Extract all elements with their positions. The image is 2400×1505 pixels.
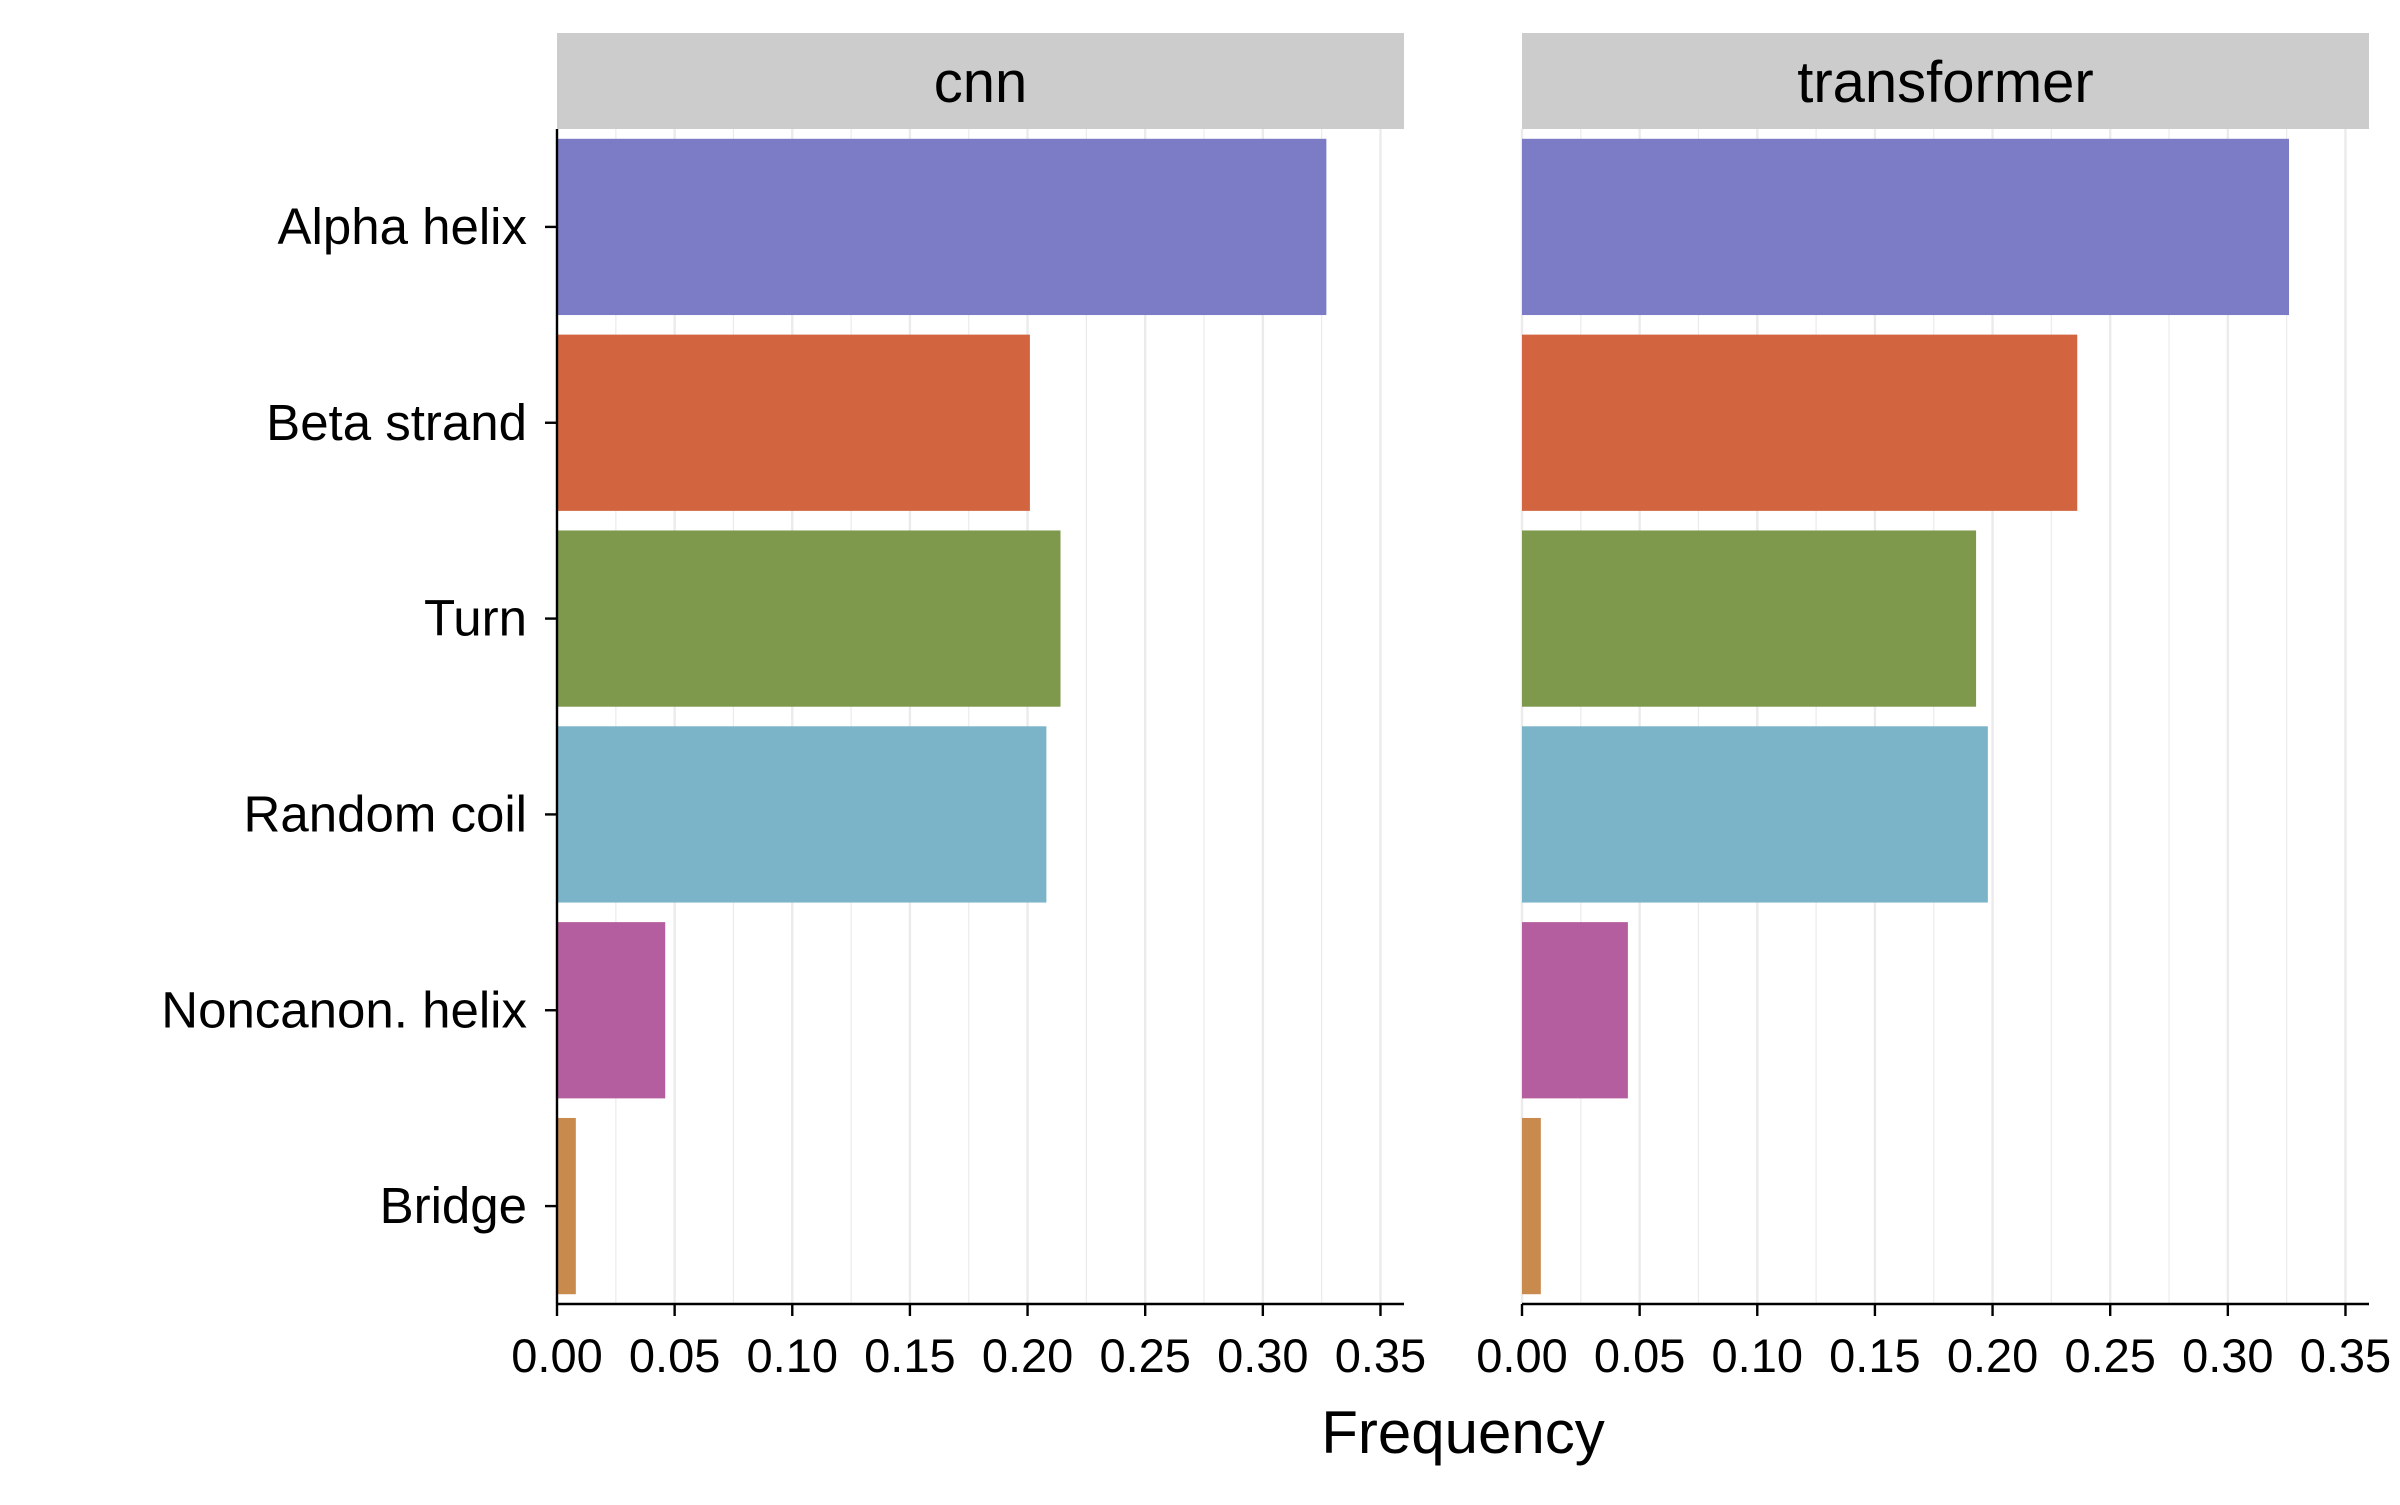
bar	[1522, 530, 1977, 707]
x-tick-label: 0.25	[1099, 1329, 1190, 1382]
y-tick-label: Random coil	[244, 785, 527, 842]
y-tick-label: Beta strand	[266, 394, 527, 451]
y-tick-label: Alpha helix	[278, 198, 528, 255]
y-tick-label: Turn	[424, 590, 527, 647]
x-tick-label: 0.05	[629, 1329, 720, 1382]
x-tick-label: 0.10	[747, 1329, 838, 1382]
bar	[1522, 726, 1988, 903]
bar	[557, 1117, 576, 1295]
x-tick-label: 0.10	[1712, 1329, 1803, 1382]
bar	[557, 138, 1327, 316]
x-tick-label: 0.30	[2182, 1329, 2273, 1382]
x-tick-label: 0.30	[1217, 1329, 1308, 1382]
bar	[557, 726, 1047, 903]
x-tick-label: 0.35	[1335, 1329, 1426, 1382]
facet-strip	[557, 33, 1404, 129]
bar	[1522, 138, 2290, 316]
x-tick-label: 0.15	[1829, 1329, 1920, 1382]
x-tick-label: 0.25	[2064, 1329, 2155, 1382]
bar	[1522, 1117, 1541, 1295]
facet-label: transformer	[1797, 50, 2094, 115]
x-tick-label: 0.20	[1947, 1329, 2038, 1382]
y-tick-label: Noncanon. helix	[161, 981, 527, 1038]
x-tick-label: 0.05	[1594, 1329, 1685, 1382]
x-tick-label: 0.15	[864, 1329, 955, 1382]
facet-label: cnn	[934, 50, 1028, 115]
facet-strip	[1522, 33, 2369, 129]
x-axis-title: Frequency	[1321, 1399, 1604, 1466]
x-tick-label: 0.20	[982, 1329, 1073, 1382]
x-tick-label: 0.35	[2300, 1329, 2391, 1382]
bar	[557, 530, 1061, 707]
bar	[1522, 922, 1628, 1099]
bar	[557, 922, 666, 1099]
bar	[1522, 334, 2078, 511]
y-tick-label: Bridge	[380, 1177, 527, 1234]
x-tick-label: 0.00	[511, 1329, 602, 1382]
x-tick-label: 0.00	[1476, 1329, 1567, 1382]
bar	[557, 334, 1030, 511]
